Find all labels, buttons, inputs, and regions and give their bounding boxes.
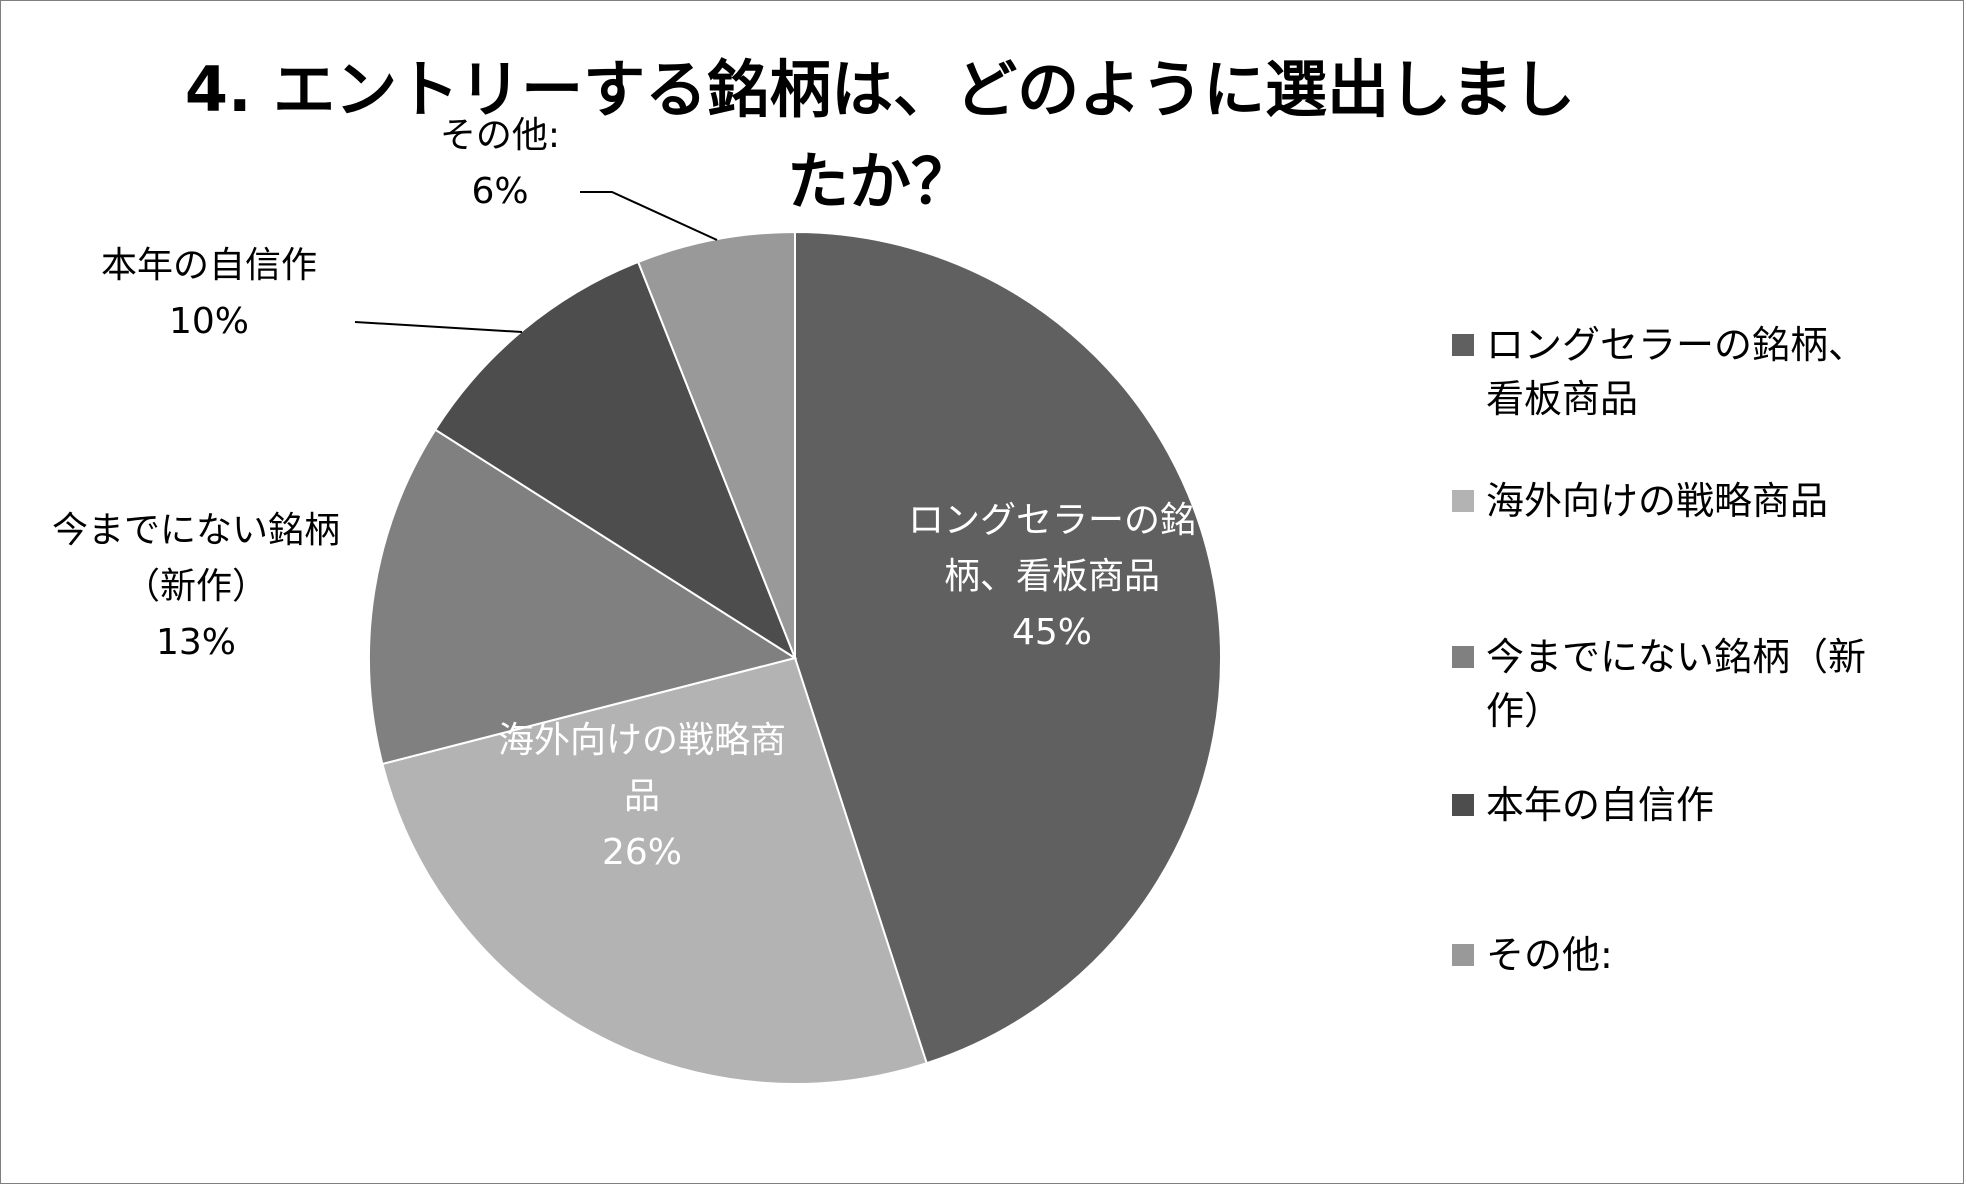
leader-line xyxy=(354,321,523,333)
data-label: 本年の自信作 10% xyxy=(101,245,317,342)
legend-swatch xyxy=(1452,794,1474,816)
data-labels: ロングセラーの銘柄、看板商品 45% 海外向けの戦略商品 26% 今までにない銘柄（新作… xyxy=(52,115,1196,873)
pie-slice xyxy=(381,656,928,1085)
legend-swatch xyxy=(1452,334,1474,356)
data-label: その他: 6% xyxy=(440,115,560,212)
legend-label: 本年の自信作 xyxy=(1486,783,1715,827)
leader-lines xyxy=(354,191,718,333)
legend-label: 今までにない銘柄（新 作） xyxy=(1486,635,1867,733)
legend-swatch xyxy=(1452,490,1474,512)
data-label: 海外向けの戦略商品 26% xyxy=(498,720,786,873)
pie-slices xyxy=(368,230,1222,1085)
pie-slice xyxy=(368,428,798,766)
legend-swatch xyxy=(1452,646,1474,668)
data-label: 今までにない銘柄（新作） 13% xyxy=(52,510,340,663)
data-label: ロングセラーの銘柄、看板商品 45% xyxy=(908,500,1196,653)
leader-line xyxy=(580,191,718,241)
chart-title: 4. エントリーする銘柄は、どのように選出しましたか？ xyxy=(184,53,1576,218)
pie-slice xyxy=(794,230,1222,1065)
legend-label: 海外向けの戦略商品 xyxy=(1486,479,1829,523)
legend-label: ロングセラーの銘柄、 看板商品 xyxy=(1486,323,1867,421)
legend-label: その他: xyxy=(1486,933,1613,977)
legend-swatch xyxy=(1452,944,1474,966)
pie-slice xyxy=(433,260,798,661)
